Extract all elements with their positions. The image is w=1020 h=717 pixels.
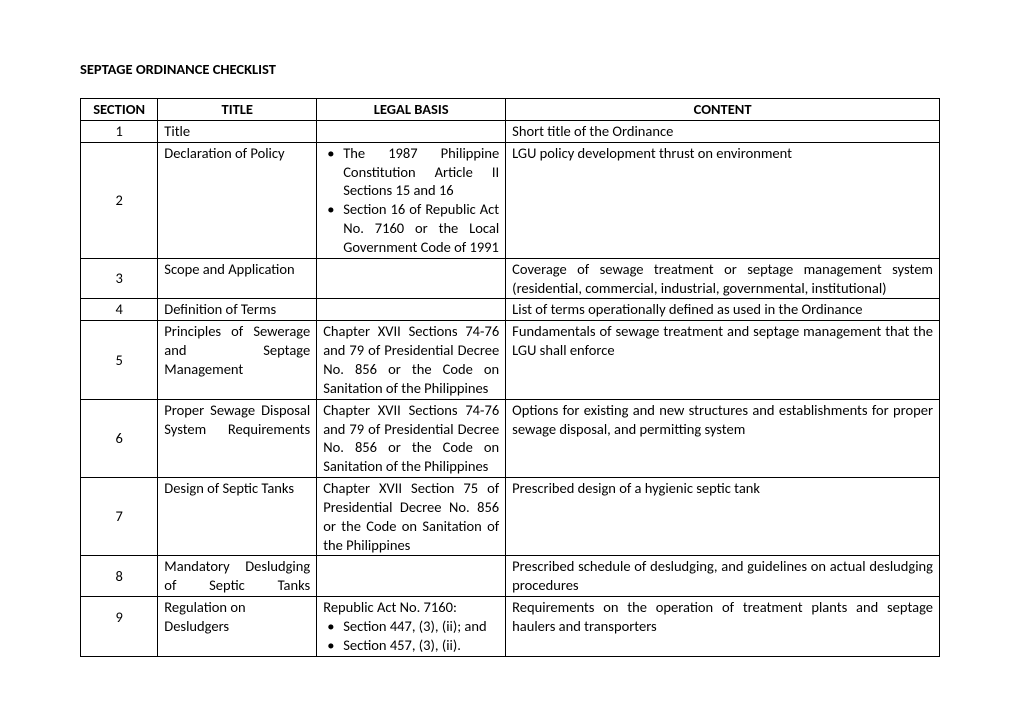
- cell-legal: [317, 120, 506, 142]
- cell-legal: [317, 556, 506, 597]
- cell-title: Mandatory Desludging of Septic Tanks: [158, 556, 317, 597]
- cell-title: Principles of Sewerage and Septage Manag…: [158, 321, 317, 399]
- cell-content: Short title of the Ordinance: [506, 120, 940, 142]
- header-title: TITLE: [158, 99, 317, 121]
- legal-bullet: Section 457, (3), (ii).: [323, 636, 499, 655]
- cell-legal: Republic Act No. 7160: Section 447, (3),…: [317, 597, 506, 657]
- cell-legal: The 1987 Philippine Constitution Article…: [317, 142, 506, 258]
- cell-legal: Chapter XVII Sections 74-76 and 79 of Pr…: [317, 399, 506, 477]
- cell-title: Design of Septic Tanks: [158, 478, 317, 556]
- legal-bullet: The 1987 Philippine Constitution Article…: [323, 144, 499, 201]
- cell-content: Requirements on the operation of treatme…: [506, 597, 940, 657]
- cell-legal: Chapter XVII Sections 74-76 and 79 of Pr…: [317, 321, 506, 399]
- legal-bullet: Section 447, (3), (ii); and: [323, 617, 499, 636]
- cell-content: Options for existing and new structures …: [506, 399, 940, 477]
- cell-content: LGU policy development thrust on environ…: [506, 142, 940, 258]
- cell-title: Declaration of Policy: [158, 142, 317, 258]
- cell-section: 3: [81, 258, 158, 299]
- cell-title: Scope and Application: [158, 258, 317, 299]
- cell-legal: Chapter XVII Section 75 of Presidential …: [317, 478, 506, 556]
- cell-content: Prescribed schedule of desludging, and g…: [506, 556, 940, 597]
- cell-title: Proper Sewage Disposal System Requiremen…: [158, 399, 317, 477]
- table-row: 7 Design of Septic Tanks Chapter XVII Se…: [81, 478, 940, 556]
- cell-legal: [317, 299, 506, 321]
- cell-legal: [317, 258, 506, 299]
- cell-section: 9: [81, 597, 158, 657]
- cell-section: 5: [81, 321, 158, 399]
- cell-content: Coverage of sewage treatment or septage …: [506, 258, 940, 299]
- cell-section: 6: [81, 399, 158, 477]
- table-row: 6 Proper Sewage Disposal System Requirem…: [81, 399, 940, 477]
- cell-section: 2: [81, 142, 158, 258]
- cell-section: 8: [81, 556, 158, 597]
- cell-title: Regulation on Desludgers: [158, 597, 317, 657]
- table-header-row: SECTION TITLE LEGAL BASIS CONTENT: [81, 99, 940, 121]
- legal-pre: Republic Act No. 7160:: [323, 598, 499, 617]
- cell-content: List of terms operationally defined as u…: [506, 299, 940, 321]
- table-row: 4 Definition of Terms List of terms oper…: [81, 299, 940, 321]
- cell-content: Fundamentals of sewage treatment and sep…: [506, 321, 940, 399]
- table-row: 1 Title Short title of the Ordinance: [81, 120, 940, 142]
- header-section: SECTION: [81, 99, 158, 121]
- cell-section: 7: [81, 478, 158, 556]
- header-content: CONTENT: [506, 99, 940, 121]
- table-row: 3 Scope and Application Coverage of sewa…: [81, 258, 940, 299]
- cell-title: Title: [158, 120, 317, 142]
- cell-section: 1: [81, 120, 158, 142]
- cell-section: 4: [81, 299, 158, 321]
- header-legal: LEGAL BASIS: [317, 99, 506, 121]
- table-row: 2 Declaration of Policy The 1987 Philipp…: [81, 142, 940, 258]
- document-title: SEPTAGE ORDINANCE CHECKLIST: [80, 60, 940, 78]
- cell-title: Definition of Terms: [158, 299, 317, 321]
- checklist-table: SECTION TITLE LEGAL BASIS CONTENT 1 Titl…: [80, 98, 940, 657]
- table-row: 9 Regulation on Desludgers Republic Act …: [81, 597, 940, 657]
- table-row: 5 Principles of Sewerage and Septage Man…: [81, 321, 940, 399]
- table-row: 8 Mandatory Desludging of Septic Tanks P…: [81, 556, 940, 597]
- legal-bullet: Section 16 of Republic Act No. 7160 or t…: [323, 200, 499, 257]
- cell-content: Prescribed design of a hygienic septic t…: [506, 478, 940, 556]
